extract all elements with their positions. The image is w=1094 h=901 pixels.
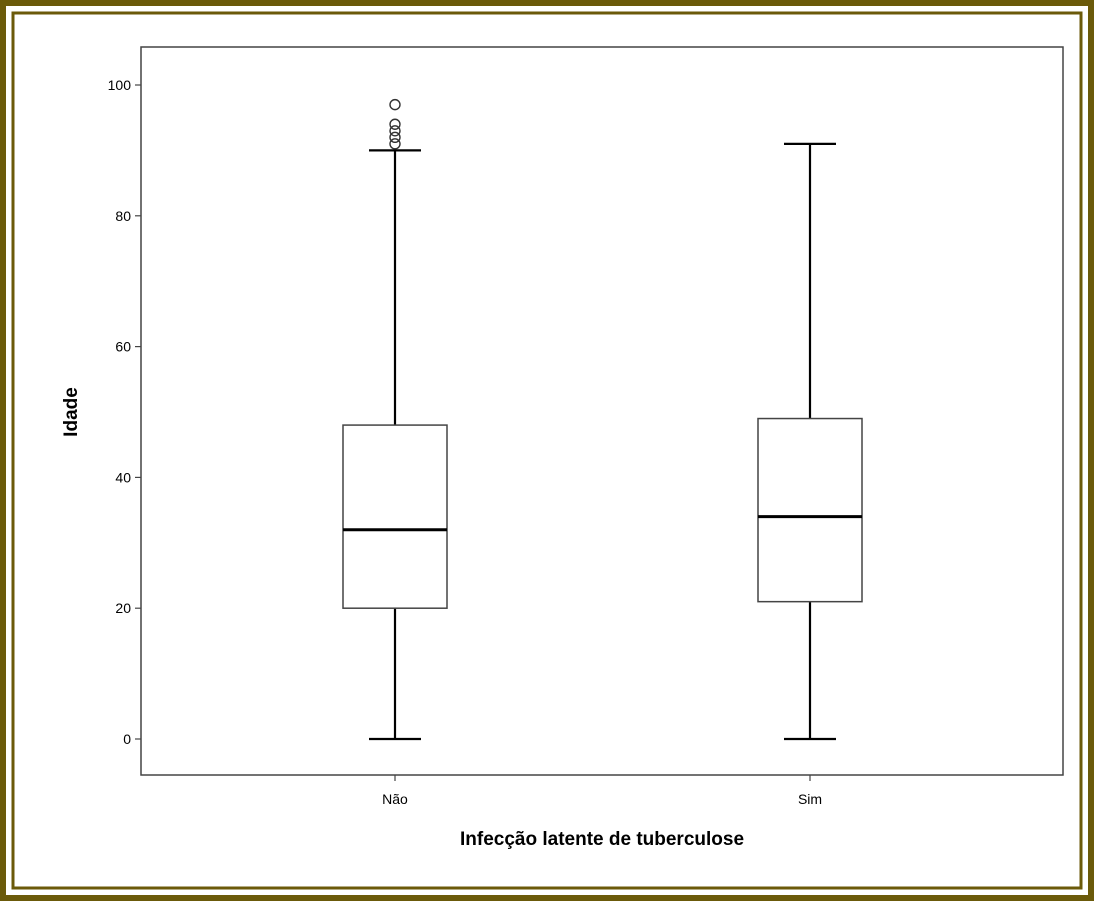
- x-tick-label: Não: [382, 791, 408, 807]
- y-axis: 0 20 40 60 80 100: [108, 77, 141, 747]
- x-axis-title: Infecção latente de tuberculose: [460, 829, 744, 850]
- y-tick-label: 80: [115, 208, 131, 224]
- outlier-point: [389, 138, 401, 150]
- box-iqr: [757, 417, 863, 603]
- x-axis: Não Sim: [382, 775, 822, 807]
- box-iqr: [342, 424, 448, 609]
- y-tick-label: 100: [108, 77, 132, 93]
- y-tick-label: 60: [115, 339, 131, 355]
- outlier-point: [389, 118, 401, 130]
- plot-area: [140, 46, 1064, 776]
- y-tick-label: 40: [115, 469, 131, 485]
- outlier-point: [389, 125, 401, 137]
- frame-inner-border: [11, 11, 1083, 890]
- boxes: [342, 98, 863, 741]
- outlier-point: [389, 98, 401, 111]
- x-tick-label: Sim: [798, 791, 822, 807]
- y-axis-title: Idade: [61, 387, 82, 437]
- y-tick-label: 0: [123, 731, 131, 747]
- y-tick-label: 20: [115, 600, 131, 616]
- outlier-point: [389, 131, 401, 144]
